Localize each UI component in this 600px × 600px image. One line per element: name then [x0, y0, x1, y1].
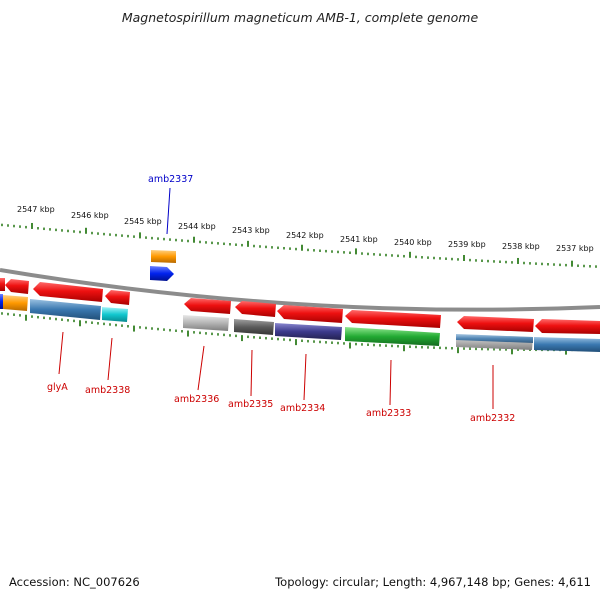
kbp-label: 2544 kbp: [178, 222, 216, 231]
gene-label-amb2335[interactable]: amb2335: [228, 399, 273, 410]
feature-steel[interactable]: [534, 337, 600, 352]
cds-arrow[interactable]: [33, 282, 103, 302]
feature-blue-small[interactable]: [0, 294, 3, 309]
leader-line: [303, 353, 307, 401]
leader-line: [166, 187, 171, 235]
genome-backbone: [0, 268, 600, 312]
kbp-label: 2541 kbp: [340, 235, 378, 244]
outer-tick-row: [1, 222, 597, 268]
leader-line: [197, 345, 205, 391]
cds-arrow[interactable]: [457, 316, 534, 332]
leader-line: [250, 349, 253, 397]
gene-label-amb2336[interactable]: amb2336: [174, 394, 219, 405]
kbp-scale-labels: 2547 kbp 2546 kbp 2545 kbp 2544 kbp 2543…: [17, 205, 594, 253]
cds-arrow[interactable]: [184, 298, 231, 314]
feature-steel[interactable]: [456, 334, 533, 343]
feature-lightgray[interactable]: [183, 315, 229, 331]
feature-darkgray[interactable]: [234, 319, 274, 335]
inner-tick-row: [1, 312, 597, 355]
accession-text: Accession: NC_007626: [9, 575, 140, 589]
feature-cyan[interactable]: [102, 307, 128, 322]
feature-steel[interactable]: [30, 299, 101, 320]
cds-arrow[interactable]: [345, 310, 441, 328]
topology-text: Topology: circular; Length: 4,967,148 bp…: [275, 575, 591, 589]
cds-arrow[interactable]: [5, 279, 29, 294]
reverse-strand-features: [0, 294, 600, 352]
cds-arrow[interactable]: [277, 305, 343, 323]
feature-orange-forward[interactable]: [151, 250, 176, 263]
cds-arrow[interactable]: [235, 301, 276, 317]
cds-arrow[interactable]: [105, 290, 130, 305]
gene-label-amb2333[interactable]: amb2333: [366, 408, 411, 419]
kbp-label: 2543 kbp: [232, 226, 270, 235]
gene-label-glyA[interactable]: glyA: [47, 382, 68, 393]
kbp-label: 2540 kbp: [394, 238, 432, 247]
leader-line: [107, 337, 113, 381]
map-title: Magnetospirillum magneticum AMB-1, compl…: [121, 10, 479, 25]
kbp-label: 2547 kbp: [17, 205, 55, 214]
cds-arrow[interactable]: [0, 278, 5, 291]
feature-orange[interactable]: [3, 295, 28, 311]
gene-label-amb2332[interactable]: amb2332: [470, 413, 515, 424]
leader-line: [389, 359, 392, 406]
gene-label-amb2334[interactable]: amb2334: [280, 403, 325, 414]
kbp-label: 2542 kbp: [286, 231, 324, 240]
gene-label-amb2337[interactable]: amb2337: [148, 174, 193, 185]
kbp-label: 2546 kbp: [71, 211, 109, 220]
gene-labels: amb2337 glyA amb2338 amb2336 amb2335 amb…: [47, 174, 515, 424]
feature-blue-forward[interactable]: [150, 266, 174, 281]
forward-strand-features: [150, 250, 176, 281]
leader-line: [58, 331, 64, 375]
kbp-label: 2538 kbp: [502, 242, 540, 251]
reverse-strand-cds: [0, 278, 600, 334]
gene-label-amb2338[interactable]: amb2338: [85, 385, 130, 396]
kbp-label: 2545 kbp: [124, 217, 162, 226]
feature-purple[interactable]: [275, 323, 342, 340]
feature-green[interactable]: [345, 327, 440, 346]
kbp-label: 2537 kbp: [556, 244, 594, 253]
cds-arrow[interactable]: [535, 319, 600, 334]
kbp-label: 2539 kbp: [448, 240, 486, 249]
